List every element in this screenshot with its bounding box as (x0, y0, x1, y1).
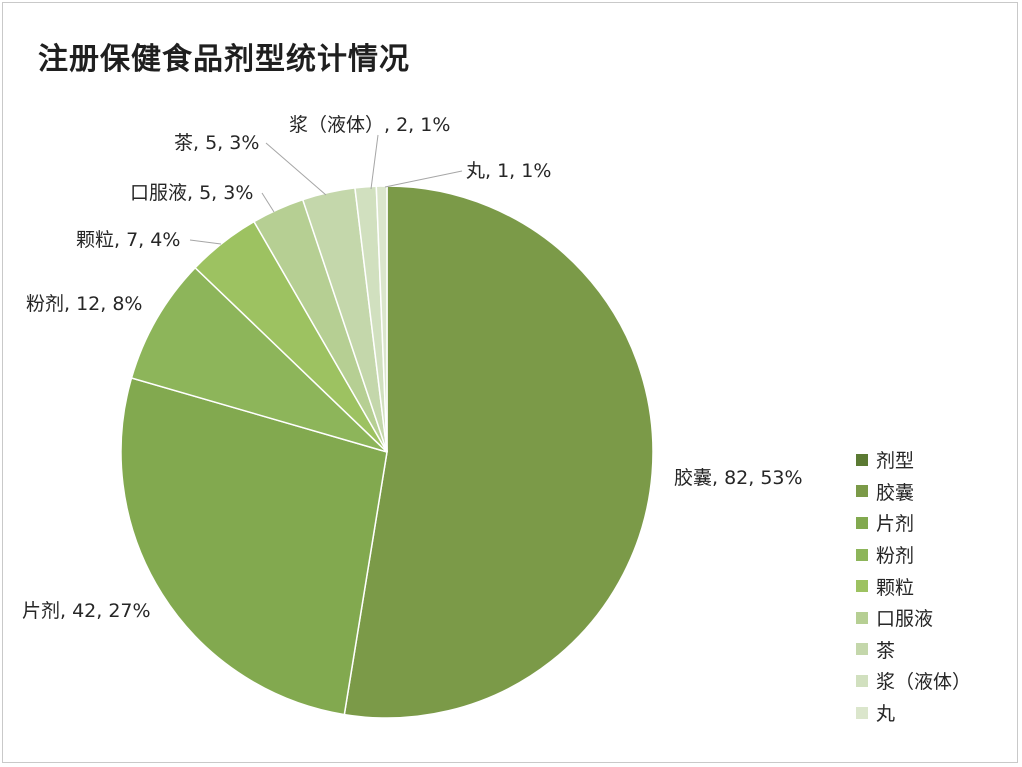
legend-swatch (856, 643, 868, 656)
pie-slice (130, 266, 388, 453)
pie-slice (343, 185, 654, 719)
leader-line (370, 134, 379, 190)
data-label: 颗粒, 7, 4% (76, 229, 180, 251)
legend-swatch (856, 485, 868, 498)
chart-title: 注册保健食品剂型统计情况 (38, 42, 410, 77)
legend-label: 胶囊 (876, 481, 915, 504)
legend-label: 颗粒 (876, 576, 915, 599)
pie-slice (375, 185, 388, 453)
legend-item: 浆（液体） (856, 665, 971, 697)
legend-title: 剂型 (856, 444, 971, 476)
leader-line (384, 170, 463, 188)
data-label: 茶, 5, 3% (174, 132, 259, 154)
legend-label: 浆（液体） (876, 671, 972, 694)
legend-swatch (856, 611, 868, 624)
data-label: 胶囊, 82, 53% (674, 467, 803, 489)
legend-label: 丸 (876, 703, 896, 726)
legend-item: 颗粒 (856, 570, 971, 602)
legend-label: 口服液 (876, 608, 934, 631)
leader-line (189, 239, 222, 245)
legend-swatch (856, 548, 868, 561)
leader-line (261, 192, 275, 213)
legend-title-swatch (856, 453, 868, 466)
legend-swatch (856, 706, 868, 719)
legend-title-text: 剂型 (876, 450, 915, 473)
legend-item: 粉剂 (856, 539, 971, 571)
data-label: 粉剂, 12, 8% (26, 293, 142, 315)
pie-slice (120, 377, 388, 716)
data-label: 口服液, 5, 3% (130, 182, 253, 204)
legend-label: 片剂 (876, 513, 915, 536)
data-label: 浆（液体）, 2, 1% (289, 114, 450, 136)
legend-item: 茶 (856, 634, 971, 666)
legend-swatch (856, 674, 868, 687)
data-label: 丸, 1, 1% (466, 160, 551, 182)
legend-label: 粉剂 (876, 545, 915, 568)
legend-item: 丸 (856, 697, 971, 729)
data-label: 片剂, 42, 27% (22, 600, 151, 622)
legend-swatch (856, 580, 868, 593)
legend-item: 口服液 (856, 602, 971, 634)
legend-label: 茶 (876, 639, 896, 662)
legend-swatch (856, 516, 868, 529)
legend: 剂型 胶囊片剂粉剂颗粒口服液茶浆（液体） 丸 (856, 444, 971, 728)
legend-item: 片剂 (856, 507, 971, 539)
leader-line (265, 142, 327, 196)
legend-item: 胶囊 (856, 476, 971, 508)
